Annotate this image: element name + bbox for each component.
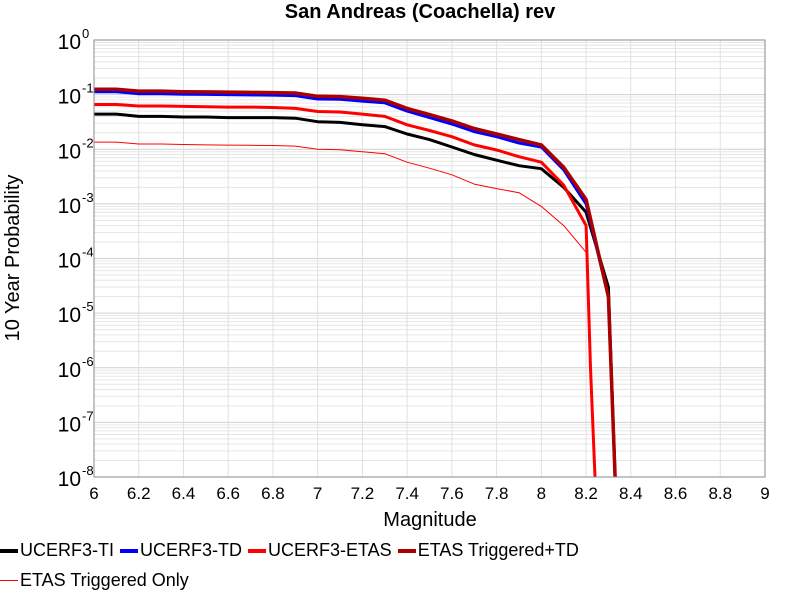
y-tick-label: 10 -4 (58, 245, 94, 273)
x-tick-label: 8.2 (574, 484, 598, 503)
y-tick-label: 10 -6 (58, 354, 94, 382)
legend-item-etas-triggered-td: ETAS Triggered+TD (397, 540, 579, 561)
y-tick-exponent: -2 (82, 135, 94, 150)
y-tick-exponent: -4 (82, 245, 94, 260)
legend-label: UCERF3-TI (20, 540, 114, 560)
y-tick-exponent: -3 (82, 190, 94, 205)
x-tick-label: 8 (537, 484, 546, 503)
y-tick-label: 10 -5 (58, 299, 94, 327)
y-tick-base: 10 (58, 359, 81, 382)
legend-row-2: ETAS Triggered Only (0, 570, 195, 591)
y-tick-exponent: -6 (82, 354, 94, 369)
x-tick-label: 6.8 (261, 484, 285, 503)
series-line-ucerf3-etas (94, 103, 597, 478)
series-line-etas-triggered-td (94, 87, 617, 478)
series-lines (94, 87, 617, 478)
plot-area (93, 39, 766, 478)
legend-item-ucerf3-etas: UCERF3-ETAS (248, 540, 392, 561)
series-line-etas-triggered-only (94, 141, 596, 478)
y-tick-base: 10 (58, 195, 81, 218)
y-tick-base: 10 (58, 304, 81, 327)
y-tick-exponent: -1 (82, 81, 94, 96)
x-tick-label: 8.4 (619, 484, 643, 503)
y-tick-base: 10 (58, 86, 81, 109)
legend-label: ETAS Triggered Only (20, 570, 189, 590)
series-line-ucerf3-ti (94, 112, 617, 478)
y-tick-label: 10 -3 (58, 190, 94, 218)
y-tick-base: 10 (58, 250, 81, 273)
legend-swatch (0, 580, 18, 581)
x-tick-label: 9 (760, 484, 769, 503)
legend-label: UCERF3-TD (140, 540, 242, 560)
y-tick-exponent: -5 (82, 299, 94, 314)
x-tick-labels: 6 6.2 6.4 6.6 6.8 7 7.2 7.4 7.6 7.8 8 8.2 8.4 8.6 8.8 9 (89, 484, 769, 503)
y-axis-label: 10 Year Probability (2, 175, 24, 342)
x-tick-label: 7.6 (440, 484, 464, 503)
legend-swatch (248, 548, 266, 553)
x-tick-label: 6 (89, 484, 98, 503)
y-tick-exponent: -8 (82, 463, 94, 478)
legend-label: ETAS Triggered+TD (417, 540, 579, 560)
x-axis-label: Magnitude (383, 509, 476, 531)
y-tick-label: 10 -7 (58, 408, 94, 436)
y-tick-exponent: -7 (82, 408, 94, 423)
legend-swatch (0, 548, 18, 553)
y-tick-label: 10 0 (58, 26, 90, 54)
x-tick-label: 8.6 (664, 484, 688, 503)
legend-item-ucerf3-ti: UCERF3-TI (0, 540, 114, 561)
legend-item-ucerf3-td: UCERF3-TD (120, 540, 242, 561)
x-tick-label: 6.2 (127, 484, 151, 503)
y-tick-label: 10 -1 (58, 81, 94, 109)
legend-swatch (120, 548, 138, 553)
y-tick-base: 10 (58, 413, 81, 436)
legend-item-etas-triggered-only: ETAS Triggered Only (0, 570, 189, 591)
x-tick-label: 7.2 (351, 484, 375, 503)
x-tick-label: 7.8 (485, 484, 509, 503)
legend-swatch (397, 548, 416, 553)
legend-row-1: UCERF3-TI UCERF3-TD UCERF3-ETAS ETAS Tri… (0, 540, 585, 561)
y-tick-label: 10 -2 (58, 135, 94, 163)
y-tick-base: 10 (58, 140, 81, 163)
y-tick-base: 10 (58, 468, 81, 491)
y-tick-exponent: 0 (82, 26, 89, 41)
x-tick-label: 7.4 (395, 484, 419, 503)
legend-label: UCERF3-ETAS (268, 540, 392, 560)
chart-title: San Andreas (Coachella) rev (285, 1, 556, 23)
x-tick-label: 7 (313, 484, 322, 503)
x-tick-label: 6.6 (216, 484, 240, 503)
y-tick-base: 10 (58, 31, 81, 54)
x-tick-label: 6.4 (172, 484, 196, 503)
y-tick-label: 10 -8 (58, 463, 94, 491)
x-tick-label: 8.8 (708, 484, 732, 503)
